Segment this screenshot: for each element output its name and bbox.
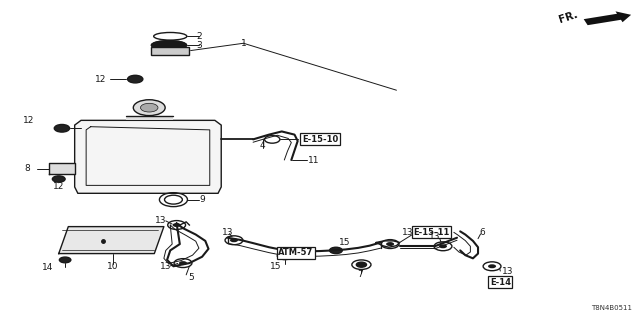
Text: 12: 12 (23, 116, 35, 125)
Text: E-15-11: E-15-11 (413, 228, 450, 237)
Circle shape (483, 262, 501, 271)
Text: 13: 13 (502, 267, 514, 276)
FancyBboxPatch shape (151, 47, 189, 55)
Text: T8N4B0511: T8N4B0511 (591, 305, 632, 311)
Text: 15: 15 (269, 262, 281, 271)
Text: 2: 2 (196, 32, 202, 41)
Text: 4: 4 (260, 141, 266, 150)
Circle shape (356, 262, 367, 267)
Polygon shape (584, 11, 631, 25)
Polygon shape (59, 227, 164, 253)
Circle shape (168, 220, 186, 229)
Text: 5: 5 (188, 273, 194, 282)
Text: ATM-57: ATM-57 (278, 248, 314, 257)
Text: FR.: FR. (558, 10, 579, 25)
Circle shape (434, 242, 452, 251)
Circle shape (488, 264, 496, 268)
Text: 10: 10 (107, 262, 118, 271)
Circle shape (439, 244, 447, 248)
Circle shape (173, 223, 180, 227)
Text: 12: 12 (53, 182, 65, 191)
Text: 13: 13 (402, 228, 413, 237)
Polygon shape (75, 120, 221, 193)
Text: 9: 9 (199, 195, 205, 204)
Text: 1: 1 (241, 39, 246, 48)
Text: 3: 3 (196, 41, 202, 50)
Circle shape (140, 103, 158, 112)
Text: 7: 7 (357, 270, 363, 279)
Circle shape (225, 236, 243, 245)
Circle shape (127, 75, 143, 83)
Circle shape (277, 252, 292, 260)
Text: E-14: E-14 (490, 278, 511, 287)
Text: 13: 13 (222, 228, 234, 236)
Text: 14: 14 (42, 263, 54, 272)
Ellipse shape (152, 41, 186, 50)
Text: 6: 6 (479, 228, 485, 237)
Circle shape (386, 242, 394, 246)
Circle shape (60, 257, 71, 263)
Circle shape (52, 176, 65, 182)
Circle shape (381, 240, 399, 249)
Circle shape (174, 259, 192, 268)
Text: 8: 8 (24, 164, 29, 173)
Text: 11: 11 (308, 156, 319, 164)
Circle shape (54, 124, 70, 132)
Polygon shape (49, 163, 75, 174)
Text: 13: 13 (429, 232, 440, 241)
Circle shape (330, 247, 342, 253)
Text: E-15-10: E-15-10 (302, 135, 338, 144)
Text: 13: 13 (155, 216, 166, 225)
Text: 13: 13 (160, 262, 172, 271)
Polygon shape (125, 116, 173, 120)
Circle shape (179, 261, 187, 265)
Circle shape (230, 238, 238, 242)
Circle shape (133, 100, 165, 116)
Text: 12: 12 (95, 75, 106, 84)
Text: 15: 15 (339, 238, 350, 247)
